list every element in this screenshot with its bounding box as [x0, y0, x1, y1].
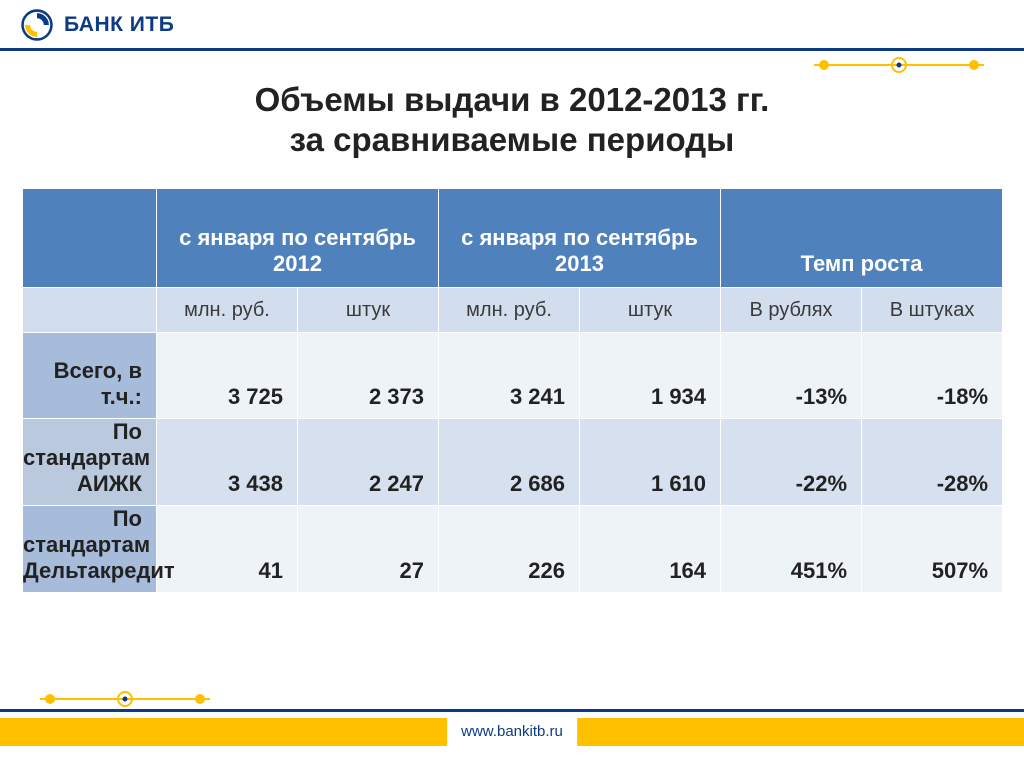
title-line-1: Объемы выдачи в 2012-2013 гг. — [0, 80, 1024, 120]
group-header-2013: с января по сентябрь 2013 — [439, 189, 721, 288]
sub-header: млн. руб. — [157, 288, 298, 333]
sub-header: В рублях — [721, 288, 862, 333]
cell: 164 — [580, 506, 721, 593]
cell: 41 — [157, 506, 298, 593]
slide: БАНК ИТБ Объемы выдачи в 2012-2013 гг. з… — [0, 0, 1024, 768]
group-header-growth: Темп роста — [721, 189, 1003, 288]
cell: 507% — [862, 506, 1003, 593]
cell: 3 725 — [157, 333, 298, 419]
bank-logo-icon — [20, 8, 54, 42]
cell: 1 610 — [580, 419, 721, 506]
cell: 451% — [721, 506, 862, 593]
slide-title: Объемы выдачи в 2012-2013 гг. за сравнив… — [0, 80, 1024, 159]
cell: 1 934 — [580, 333, 721, 419]
table-row: По стандартам АИЖК 3 438 2 247 2 686 1 6… — [23, 419, 1003, 506]
sub-header: штук — [298, 288, 439, 333]
cell: -18% — [862, 333, 1003, 419]
header: БАНК ИТБ — [0, 0, 1024, 48]
row-label: По стандартам Дельтакредит — [23, 506, 157, 593]
table-row: По стандартам Дельтакредит 41 27 226 164… — [23, 506, 1003, 593]
decor-bottom-left — [40, 688, 210, 710]
footer-url: www.bankitb.ru — [447, 718, 577, 746]
comparison-table: с января по сентябрь 2012 с января по се… — [22, 188, 1003, 593]
cell: 2 247 — [298, 419, 439, 506]
row-label: По стандартам АИЖК — [23, 419, 157, 506]
cell: 27 — [298, 506, 439, 593]
cell: 226 — [439, 506, 580, 593]
brand-name: БАНК ИТБ — [64, 13, 174, 37]
sub-header: млн. руб. — [439, 288, 580, 333]
group-header-2012: с января по сентябрь 2012 — [157, 189, 439, 288]
cell: 3 438 — [157, 419, 298, 506]
cell: 2 373 — [298, 333, 439, 419]
row-label: Всего, в т.ч.: — [23, 333, 157, 419]
sub-header: штук — [580, 288, 721, 333]
cell: -13% — [721, 333, 862, 419]
cell: -22% — [721, 419, 862, 506]
cell: 2 686 — [439, 419, 580, 506]
decor-top-right — [814, 54, 984, 76]
cell: 3 241 — [439, 333, 580, 419]
header-rule — [0, 48, 1024, 51]
table-row: Всего, в т.ч.: 3 725 2 373 3 241 1 934 -… — [23, 333, 1003, 419]
table-group-header-row: с января по сентябрь 2012 с января по се… — [23, 189, 1003, 288]
title-line-2: за сравниваемые периоды — [0, 120, 1024, 160]
cell: -28% — [862, 419, 1003, 506]
sub-header: В штуках — [862, 288, 1003, 333]
table-sub-header-row: млн. руб. штук млн. руб. штук В рублях В… — [23, 288, 1003, 333]
brand-logo: БАНК ИТБ — [20, 8, 174, 42]
group-header-blank — [23, 189, 157, 288]
sub-header-blank — [23, 288, 157, 333]
